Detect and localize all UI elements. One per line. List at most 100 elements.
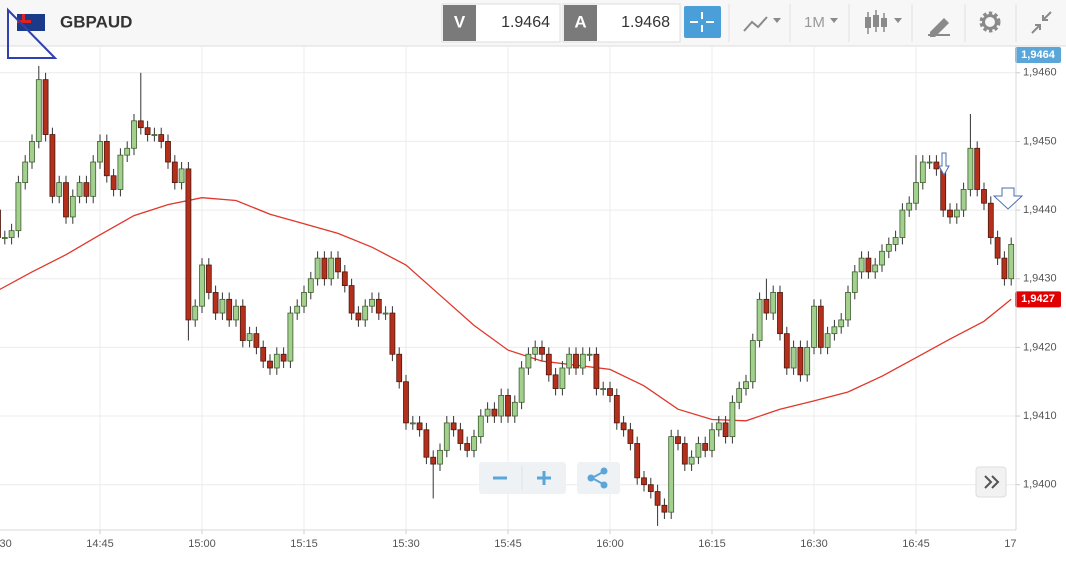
candle-body [661, 504, 668, 513]
candle-body [307, 278, 314, 293]
candle-body [974, 147, 981, 190]
timeframe: 1M [804, 14, 825, 31]
candle-body [634, 443, 641, 479]
candle-body [375, 298, 382, 314]
candle-body [586, 353, 593, 356]
y-tick-label: 1,9460 [1023, 67, 1057, 79]
share-button[interactable] [587, 467, 608, 489]
candle-body [35, 79, 42, 142]
candle-body [532, 346, 539, 355]
candle-body [369, 298, 375, 307]
draw-button[interactable] [928, 18, 950, 37]
candle-body [573, 353, 579, 369]
x-tick-label: 14:45 [86, 538, 114, 550]
candle-body [933, 161, 940, 170]
candle-body [838, 319, 845, 328]
candle-body [69, 195, 76, 218]
candle-body [545, 353, 552, 376]
candle-body [960, 189, 967, 211]
candle-body [450, 422, 457, 431]
candle-body [0, 209, 1, 238]
candle-body [559, 367, 566, 389]
candle-body [56, 182, 63, 197]
crosshair-button[interactable] [684, 6, 721, 38]
share-bg [577, 462, 620, 494]
candle-body [872, 264, 879, 273]
candle-body [233, 305, 239, 321]
collapse-button[interactable] [1031, 11, 1052, 34]
candle-body [382, 312, 389, 315]
candle-body [219, 298, 226, 314]
candle-body [205, 264, 212, 293]
candle-body [981, 189, 987, 204]
candle-body [892, 237, 899, 245]
candle-body [185, 168, 192, 321]
x-tick-label: 15:45 [494, 538, 522, 550]
zoom-in-button[interactable] [537, 471, 551, 485]
candle-body [525, 353, 532, 369]
candle-body [647, 484, 654, 492]
y-tick-label: 1,9450 [1023, 135, 1057, 147]
toolbar: GBPAUD V 1.9464 A 1.9468 1M [0, 0, 1066, 47]
candle-body [280, 353, 287, 362]
candle-body [668, 436, 675, 513]
candle-body [899, 209, 906, 238]
candle-body [511, 401, 518, 417]
settings-button[interactable] [979, 11, 1001, 33]
candle-body [770, 292, 777, 314]
candle-body [885, 244, 892, 252]
triangle-drawing[interactable] [7, 7, 58, 59]
candle-body [416, 422, 423, 431]
y-tick-label: 1,9400 [1023, 479, 1057, 491]
chart-type-button[interactable] [743, 16, 781, 32]
plot [0, 65, 1015, 526]
candle-body [443, 422, 450, 451]
candle-body [607, 388, 613, 396]
candle-body [967, 147, 974, 190]
timeframe-button[interactable]: 1M [804, 14, 838, 31]
candle-body [1001, 257, 1008, 280]
candle-body [566, 353, 573, 369]
candle-body [593, 353, 600, 389]
candle-body [403, 381, 409, 424]
candle-body [273, 353, 280, 369]
price-marker-label: 1,9464 [1021, 49, 1056, 61]
candle-body [845, 292, 851, 321]
candle-body [1008, 244, 1015, 280]
scroll-end-icon [984, 475, 1000, 489]
arrow-marker[interactable] [938, 152, 950, 177]
candle-body [253, 333, 260, 348]
bid-price: 1.9464 [501, 14, 550, 31]
candle-type-button[interactable] [865, 10, 902, 34]
candle-body [505, 395, 511, 417]
ask-label-box [564, 5, 597, 41]
candle-body [267, 360, 273, 369]
candle-body [464, 443, 471, 451]
candle-body [151, 134, 158, 136]
candle-body [199, 264, 205, 307]
candle-body [913, 182, 919, 204]
candle-body [15, 182, 22, 232]
candle-body [729, 401, 736, 438]
candle-body [49, 134, 56, 197]
candle-body [627, 429, 634, 444]
candle-body [518, 367, 525, 403]
candle-body [477, 415, 484, 438]
x-tick-label: 15:00 [188, 538, 216, 550]
candle-body [940, 168, 947, 211]
candle-body [430, 456, 437, 465]
y-tick-label: 1,9440 [1023, 204, 1057, 216]
candle-body [42, 79, 49, 135]
candle-body [29, 141, 35, 163]
candle-body [749, 340, 756, 383]
candle-body [144, 127, 151, 135]
candle-body [8, 230, 15, 238]
candle-body [552, 374, 559, 389]
arrow-marker[interactable] [992, 187, 1024, 210]
candle-body [715, 422, 722, 431]
candle-body [709, 429, 715, 451]
candle-body [702, 443, 709, 451]
